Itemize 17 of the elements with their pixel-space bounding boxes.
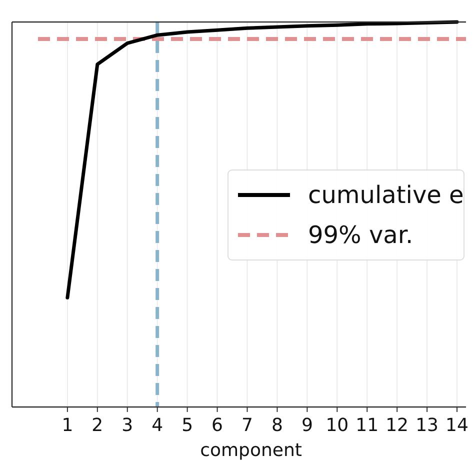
x-tick-label: 5: [182, 415, 194, 436]
x-tick-label: 8: [271, 415, 283, 436]
x-tick-label: 13: [416, 415, 438, 436]
x-axis-title: component: [200, 440, 302, 461]
x-tick-label: 6: [212, 415, 223, 436]
x-tick-label: 9: [301, 415, 313, 436]
x-tick-label: 14: [446, 415, 468, 436]
x-tick-label: 11: [356, 415, 379, 436]
legend-label: cumulative e: [308, 181, 464, 209]
x-tick-label: 3: [122, 415, 134, 436]
x-tick-label: 12: [386, 415, 409, 436]
x-tick-label: 1: [62, 415, 74, 436]
x-tick-label: 4: [152, 415, 164, 436]
x-tick-label: 10: [326, 415, 349, 436]
legend-label: 99% var.: [308, 221, 414, 249]
x-tick-label: 2: [92, 415, 104, 436]
x-tick-label: 7: [242, 415, 253, 436]
